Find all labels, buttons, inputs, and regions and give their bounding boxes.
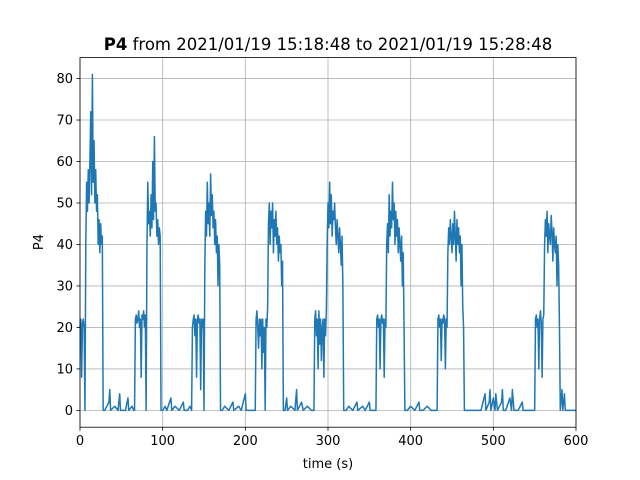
y-tick-label: 70: [56, 114, 73, 129]
y-tick-label: 0: [65, 404, 73, 419]
y-tick-label: 30: [56, 279, 73, 294]
y-tick-label: 40: [56, 238, 73, 253]
x-tick-label: 400: [398, 434, 423, 449]
x-tick-label: 200: [233, 434, 258, 449]
title-bold: P4: [104, 35, 128, 54]
data-line: [79, 73, 576, 412]
x-tick-label: 500: [481, 434, 506, 449]
x-tick-label: 300: [316, 434, 341, 449]
y-tick-label: 10: [56, 362, 73, 377]
chart-title: P4 from 2021/01/19 15:18:48 to 2021/01/1…: [104, 35, 552, 54]
x-tick-label: 0: [76, 434, 84, 449]
x-axis-label: time (s): [303, 457, 353, 472]
y-tick-label: 50: [56, 196, 73, 211]
x-tick-label: 100: [150, 434, 175, 449]
y-tick-label: 20: [56, 321, 73, 336]
y-axis-label: P4: [32, 234, 47, 250]
y-tick-label: 80: [56, 72, 73, 87]
x-tick-label: 600: [564, 434, 589, 449]
plot-area: [79, 73, 576, 412]
ticks: 0 100 200 300 400 500 600 0 10 20 30 40 50 60 70 80: [56, 72, 588, 449]
y-tick-label: 60: [56, 155, 73, 170]
title-text: from 2021/01/19 15:18:48 to 2021/01/19 1…: [133, 35, 553, 54]
